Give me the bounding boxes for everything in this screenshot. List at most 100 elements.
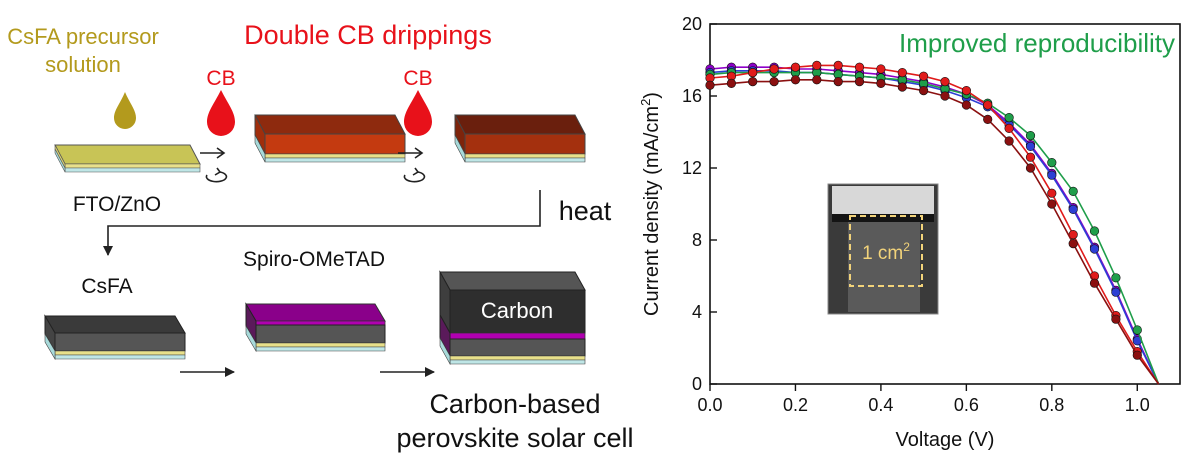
inset-area-value: 1 cm xyxy=(862,243,903,264)
data-point xyxy=(1025,163,1036,173)
process-title: Double CB drippings xyxy=(244,20,492,50)
spin-icon-1 xyxy=(200,147,228,183)
data-point xyxy=(1004,112,1014,123)
y-tick-label: 0 xyxy=(692,374,702,394)
y-axis-label-close: ) xyxy=(641,92,663,99)
data-point xyxy=(961,85,972,96)
data-point xyxy=(1047,170,1057,180)
cb-label-1: CB xyxy=(206,67,235,90)
data-point xyxy=(1111,314,1121,324)
y-tick-label: 8 xyxy=(692,230,702,250)
data-point xyxy=(940,91,950,101)
data-point xyxy=(854,76,865,87)
data-point xyxy=(812,60,822,71)
data-point xyxy=(1089,244,1100,254)
y-tick-label: 16 xyxy=(682,86,702,106)
data-point xyxy=(1047,199,1057,209)
data-point xyxy=(983,100,993,110)
result-label-line2: perovskite solar cell xyxy=(396,423,633,453)
y-axis-label-text: Current density (mA/cm xyxy=(641,106,663,316)
data-point xyxy=(1111,287,1121,297)
jv-chart: 0.0 0.2 0.4 0.6 0.8 1.0 0 4 8 12 16 20 Voltage (V)… xyxy=(638,14,1181,451)
x-tick-label: 1.0 xyxy=(1125,395,1150,415)
data-point xyxy=(1089,278,1100,288)
substrate-coated xyxy=(54,144,201,173)
y-tick-label: 4 xyxy=(692,302,702,322)
x-axis-label: Voltage (V) xyxy=(896,429,995,451)
x-tick-label: 0.4 xyxy=(868,395,893,415)
series-line xyxy=(709,79,1160,385)
cell-csfa xyxy=(44,314,186,361)
series-4 xyxy=(705,60,1160,385)
y-tick-label: 12 xyxy=(682,158,702,178)
cell-spiro xyxy=(245,302,386,353)
data-point xyxy=(1025,152,1036,162)
carbon-label: Carbon xyxy=(481,298,553,323)
precursor-drop-icon xyxy=(114,92,136,129)
data-point xyxy=(1068,204,1078,214)
precursor-label-line2: solution xyxy=(45,52,121,77)
data-point xyxy=(769,64,779,74)
y-tick-label: 20 xyxy=(682,14,702,34)
data-point xyxy=(1068,239,1078,249)
data-point xyxy=(1047,188,1057,198)
inset-photo: 1 cm2 xyxy=(827,183,939,315)
x-tick-label: 0.2 xyxy=(783,395,808,415)
data-point xyxy=(790,62,801,72)
cell-carbon: Carbon xyxy=(439,270,586,366)
series-5 xyxy=(705,75,1160,385)
series-line xyxy=(709,70,1160,385)
x-tick-label: 0.6 xyxy=(954,395,979,415)
data-point xyxy=(940,76,950,87)
data-point xyxy=(812,75,822,85)
process-diagram: CsFA precursor solution Double CB drippi… xyxy=(7,20,633,453)
data-point xyxy=(769,76,779,87)
y-axis-label: Current density (mA/cm2) xyxy=(638,92,663,316)
cb-label-2: CB xyxy=(403,67,432,90)
data-point xyxy=(1111,273,1121,283)
data-point xyxy=(1132,325,1142,335)
data-point xyxy=(748,67,758,78)
inset-area-label: 1 cm2 xyxy=(862,240,910,264)
data-point xyxy=(1004,136,1014,146)
plot-frame xyxy=(709,23,1181,385)
precursor-label-line1: CsFA precursor xyxy=(7,24,159,49)
x-tick-label: 0.0 xyxy=(697,395,722,415)
data-point xyxy=(897,82,907,92)
data-point xyxy=(1025,131,1036,141)
data-point xyxy=(897,67,907,78)
series-line xyxy=(709,64,1160,385)
data-point xyxy=(918,85,929,96)
data-point xyxy=(1132,350,1142,360)
data-point xyxy=(1089,226,1100,236)
y-axis-label-sup: 2 xyxy=(638,99,653,106)
data-point xyxy=(1047,158,1057,168)
chart-title: Improved reproducibility xyxy=(899,28,1175,58)
result-label-line1: Carbon-based xyxy=(429,389,600,419)
y-axis: 0 4 8 12 16 20 xyxy=(682,14,717,394)
spin-icon-2 xyxy=(398,147,426,183)
series-layer xyxy=(705,60,1160,385)
connector-arrow xyxy=(103,190,541,256)
cb-drop-icon-1 xyxy=(207,90,235,136)
area-mask-outline xyxy=(849,215,923,287)
cb-drop-icon-2 xyxy=(404,90,432,136)
data-point xyxy=(833,60,843,71)
spiro-label: Spiro-OMeTAD xyxy=(243,248,385,271)
data-point xyxy=(918,71,929,81)
x-axis: 0.0 0.2 0.4 0.6 0.8 1.0 xyxy=(697,384,1150,415)
data-point xyxy=(726,78,737,88)
series-line xyxy=(709,71,1160,385)
data-point xyxy=(1004,123,1014,133)
data-point xyxy=(876,78,886,88)
data-point xyxy=(790,75,801,85)
substrate-label: FTO/ZnO xyxy=(73,193,161,216)
csfa-label: CsFA xyxy=(81,275,132,298)
data-point xyxy=(1025,141,1036,151)
x-tick-label: 0.8 xyxy=(1039,395,1064,415)
data-point xyxy=(748,76,758,87)
heat-label: heat xyxy=(559,196,612,226)
substrate-brown-1 xyxy=(254,114,406,163)
data-point xyxy=(854,62,865,72)
